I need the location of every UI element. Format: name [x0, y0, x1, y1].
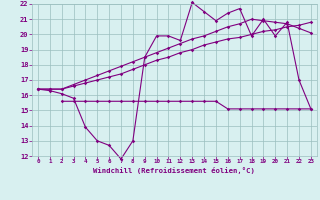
X-axis label: Windchill (Refroidissement éolien,°C): Windchill (Refroidissement éolien,°C) — [93, 167, 255, 174]
